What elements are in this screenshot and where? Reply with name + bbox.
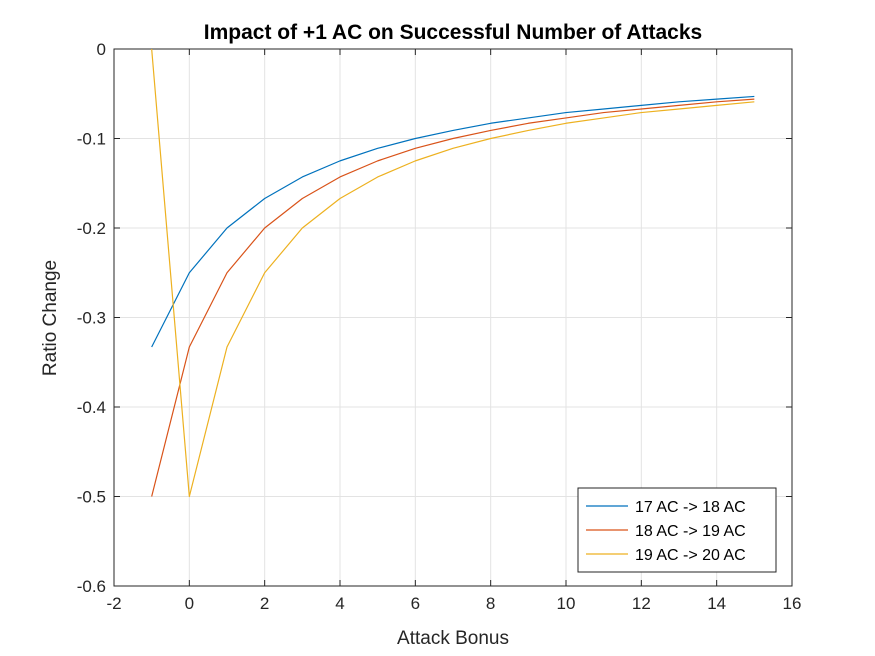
x-tick-label: 2 [260,594,269,613]
legend-label-1: 17 AC -> 18 AC [635,499,746,516]
x-tick-label: 6 [411,594,420,613]
legend-label-3: 19 AC -> 20 AC [635,547,746,564]
series-line-2 [151,98,755,497]
series-line-1 [151,95,755,348]
x-tick-label: 14 [707,594,726,613]
x-tick-label: 4 [335,594,344,613]
x-tick-label: -2 [106,594,121,613]
x-tick-label: 16 [783,594,802,613]
y-tick-label: -0.3 [77,309,106,328]
x-tick-label: 0 [185,594,194,613]
series-line-3 [151,48,755,498]
x-axis-label: Attack Bonus [397,628,509,649]
y-axis-label: Ratio Change [40,260,61,376]
y-tick-label: -0.2 [77,219,106,238]
chart-title: Impact of +1 AC on Successful Number of … [204,21,702,44]
legend-label-2: 18 AC -> 19 AC [635,523,746,540]
y-tick-label: 0 [97,40,106,59]
x-tick-label: 12 [632,594,651,613]
x-tick-label: 10 [557,594,576,613]
y-tick-label: -0.6 [77,577,106,596]
y-tick-label: -0.1 [77,130,106,149]
legend: 17 AC -> 18 AC 18 AC -> 19 AC 19 AC -> 20 … [577,487,777,573]
series-lines [151,48,755,498]
axis-ticks: -2 0 2 4 6 8 10 12 14 16 0 -0.1 -0.2 -0.3 -0.4 -0.5 -0.6 [77,40,802,613]
y-tick-label: -0.4 [77,398,106,417]
x-tick-label: 8 [486,594,495,613]
y-tick-label: -0.5 [77,488,106,507]
